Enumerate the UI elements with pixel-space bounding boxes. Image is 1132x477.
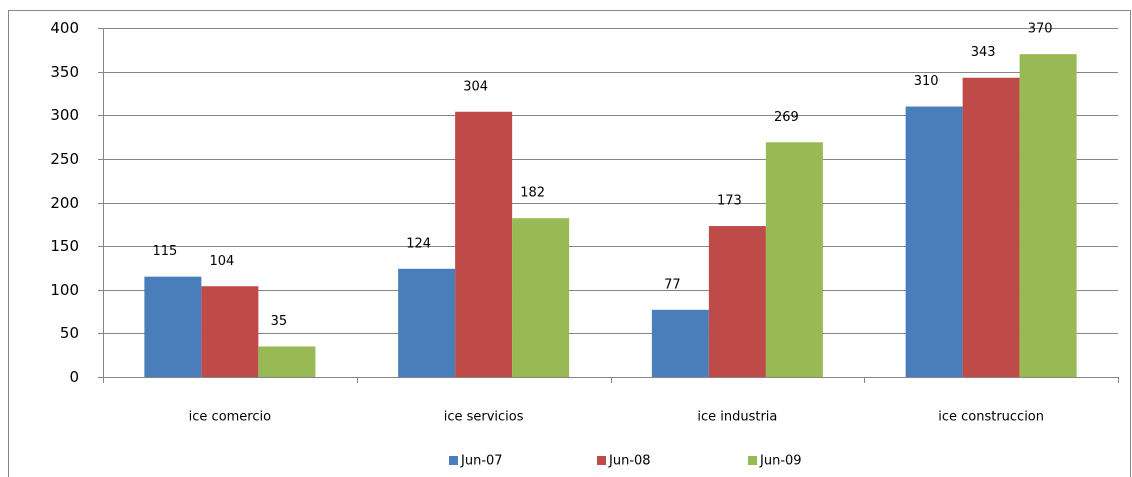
bar [962, 77, 1020, 378]
bar [144, 276, 202, 377]
x-tick-label: ice comercio [189, 410, 271, 425]
y-tick-label: 300 [50, 106, 79, 124]
data-label: 310 [914, 74, 939, 89]
legend-swatch [449, 456, 458, 465]
data-label: 269 [774, 110, 799, 125]
data-label: 182 [520, 186, 545, 201]
bar [512, 218, 570, 377]
data-label: 35 [271, 314, 288, 329]
bar [651, 309, 709, 377]
data-label: 304 [463, 79, 488, 94]
legend-swatch [748, 456, 757, 465]
data-label: 173 [717, 194, 742, 209]
data-label: 115 [152, 244, 177, 259]
bar [455, 111, 513, 377]
data-label: 343 [971, 45, 996, 60]
data-label: 370 [1028, 22, 1053, 37]
bar [765, 142, 823, 377]
legend-label: Jun-08 [608, 454, 651, 469]
x-tick-label: ice construccion [938, 410, 1044, 425]
data-label: 77 [664, 277, 681, 292]
bar [905, 106, 963, 378]
y-tick-label: 400 [50, 19, 79, 37]
x-tick-label: ice servicios [444, 410, 524, 425]
y-tick-label: 100 [50, 281, 79, 299]
bar [201, 286, 259, 377]
y-tick-label: 250 [50, 150, 79, 168]
y-tick-label: 200 [50, 194, 79, 212]
y-tick-label: 350 [50, 63, 79, 81]
legend-label: Jun-09 [759, 454, 802, 469]
y-tick-label: 150 [50, 237, 79, 255]
y-tick-label: 50 [60, 324, 79, 342]
bar [1019, 54, 1077, 378]
data-label: 104 [209, 254, 234, 269]
bar [708, 226, 766, 377]
bar [398, 268, 456, 377]
y-tick-label: 0 [69, 368, 79, 386]
legend-swatch [597, 456, 606, 465]
x-tick-label: ice industria [697, 410, 777, 425]
data-label: 124 [406, 236, 431, 251]
bar [258, 346, 316, 377]
legend-label: Jun-07 [460, 454, 503, 469]
